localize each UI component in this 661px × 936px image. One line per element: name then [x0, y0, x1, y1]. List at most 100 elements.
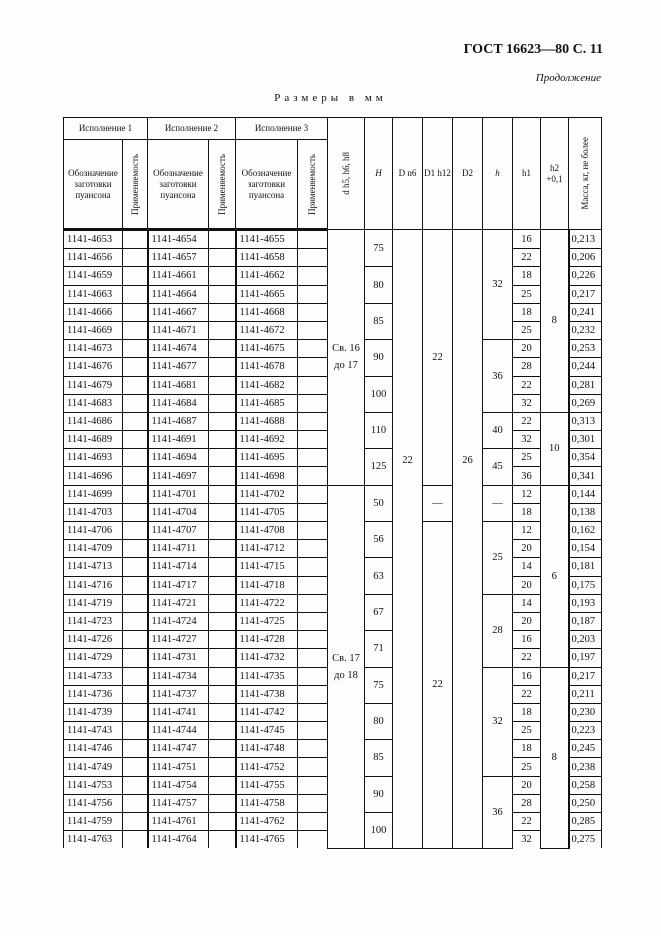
- code-1: 1141-4749: [63, 757, 123, 777]
- H-header: H: [364, 117, 393, 230]
- mass-cell: 0,213: [567, 228, 602, 250]
- mass-cell: 0,144: [567, 484, 602, 504]
- table-row: 1141-4673 1141-4674 1141-4675 90 36 20 0,253: [63, 339, 602, 413]
- D1-cell: 22: [422, 521, 453, 849]
- group-header-1: Исполнение 1: [63, 117, 148, 140]
- code-2: 1141-4674: [146, 339, 209, 359]
- applicability-1: [122, 775, 148, 795]
- H-cell: 90: [364, 339, 393, 377]
- h1-cell: 20: [512, 539, 541, 559]
- code-3: 1141-4692: [234, 430, 298, 450]
- h1-cell: 12: [512, 520, 541, 541]
- applicability-2: [208, 466, 236, 486]
- applicability-2: [208, 248, 236, 268]
- D-cell: 22: [392, 229, 423, 849]
- applicability-1: [122, 411, 148, 432]
- applicability-3: [297, 375, 328, 395]
- h1-cell: 28: [512, 793, 541, 814]
- h-cell: 25: [482, 521, 513, 595]
- applicability-1: [122, 375, 148, 395]
- table-row: 1141-4679 1141-4681 1141-4682 100 22 0,281: [63, 375, 602, 413]
- applicability-1: [122, 284, 148, 304]
- code-3: 1141-4755: [234, 775, 298, 795]
- mass-header: Масса, кг, не более: [568, 117, 602, 230]
- code-1: 1141-4693: [63, 448, 123, 468]
- code-3: 1141-4662: [234, 266, 298, 286]
- applicability-header-1: Применяемость: [129, 153, 140, 215]
- mass-cell: 0,275: [567, 830, 602, 849]
- code-header-1: Обозначение заготовки пуансона: [63, 139, 123, 231]
- h1-cell: 22: [512, 411, 541, 432]
- code-3: 1141-4765: [234, 830, 298, 849]
- H-cell: 67: [364, 593, 393, 632]
- code-1: 1141-4759: [63, 811, 123, 832]
- applicability-3: [297, 830, 328, 849]
- table-row: 1141-4719 1141-4721 1141-4722 67 28 14 0,193: [63, 593, 602, 668]
- table-row: 1141-4683 1141-4684 1141-4685 32 0,269: [63, 393, 602, 413]
- applicability-header-2: Применяемость: [216, 153, 227, 215]
- code-1: 1141-4746: [63, 739, 123, 759]
- code-1: 1141-4666: [63, 302, 123, 322]
- code-3: 1141-4678: [234, 357, 298, 377]
- applicability-3: [297, 775, 328, 795]
- code-3: 1141-4745: [234, 721, 298, 741]
- code-1: 1141-4733: [63, 666, 123, 686]
- h1-cell: 32: [512, 393, 541, 413]
- h1-cell: 22: [512, 684, 541, 704]
- applicability-2: [208, 775, 236, 795]
- applicability-3: [297, 339, 328, 359]
- code-2: 1141-4704: [146, 502, 209, 523]
- applicability-2: [208, 430, 236, 450]
- applicability-3: [297, 757, 328, 777]
- code-2: 1141-4681: [146, 375, 209, 395]
- code-3: 1141-4682: [234, 375, 298, 395]
- code-3: 1141-4658: [234, 248, 298, 268]
- h1-cell: 22: [512, 375, 541, 395]
- applicability-2: [208, 684, 236, 704]
- mass-cell: 0,175: [567, 575, 602, 595]
- code-3: 1141-4698: [234, 466, 298, 486]
- table-row: 1141-4736 1141-4737 1141-4738 22 0,211: [63, 684, 602, 704]
- mass-cell: 0,269: [567, 393, 602, 413]
- D1-header: D1 h12: [422, 117, 453, 230]
- table-row: 1141-4659 1141-4661 1141-4662 80 18 0,226: [63, 266, 602, 304]
- applicability-3: [297, 502, 328, 523]
- applicability-3: [297, 648, 328, 668]
- table-row: 1141-4669 1141-4671 1141-4672 25 0,232: [63, 320, 602, 341]
- h1-cell: 16: [512, 666, 541, 686]
- applicability-2: [208, 357, 236, 377]
- applicability-2: [208, 648, 236, 668]
- code-3: 1141-4715: [234, 557, 298, 577]
- h1-cell: 20: [512, 611, 541, 632]
- h1-cell: 18: [512, 502, 541, 523]
- h2-cell: 8: [540, 229, 569, 413]
- code-1: 1141-4703: [63, 502, 123, 523]
- code-2: 1141-4751: [146, 757, 209, 777]
- code-1: 1141-4669: [63, 320, 123, 341]
- code-1: 1141-4686: [63, 411, 123, 432]
- code-1: 1141-4699: [63, 484, 123, 504]
- d-cell: Св. 16 до 17: [327, 229, 365, 486]
- applicability-1: [122, 320, 148, 341]
- code-1: 1141-4753: [63, 775, 123, 795]
- code-1: 1141-4653: [63, 228, 123, 250]
- applicability-3: [297, 228, 328, 250]
- applicability-2: [208, 830, 236, 849]
- code-2: 1141-4731: [146, 648, 209, 668]
- applicability-2: [208, 375, 236, 395]
- applicability-3: [297, 666, 328, 686]
- table-row: 1141-4706 1141-4707 1141-4708 56 22 25 12 0,162: [63, 520, 602, 849]
- h1-cell: 18: [512, 302, 541, 322]
- code-2: 1141-4661: [146, 266, 209, 286]
- h1-cell: 18: [512, 739, 541, 759]
- applicability-2: [208, 520, 236, 541]
- applicability-3: [297, 593, 328, 613]
- applicability-3: [297, 266, 328, 286]
- applicability-2: [208, 393, 236, 413]
- code-1: 1141-4689: [63, 430, 123, 450]
- h1-cell: 32: [512, 430, 541, 450]
- H-cell: 110: [364, 411, 393, 450]
- code-3: 1141-4708: [234, 520, 298, 541]
- applicability-2: [208, 411, 236, 432]
